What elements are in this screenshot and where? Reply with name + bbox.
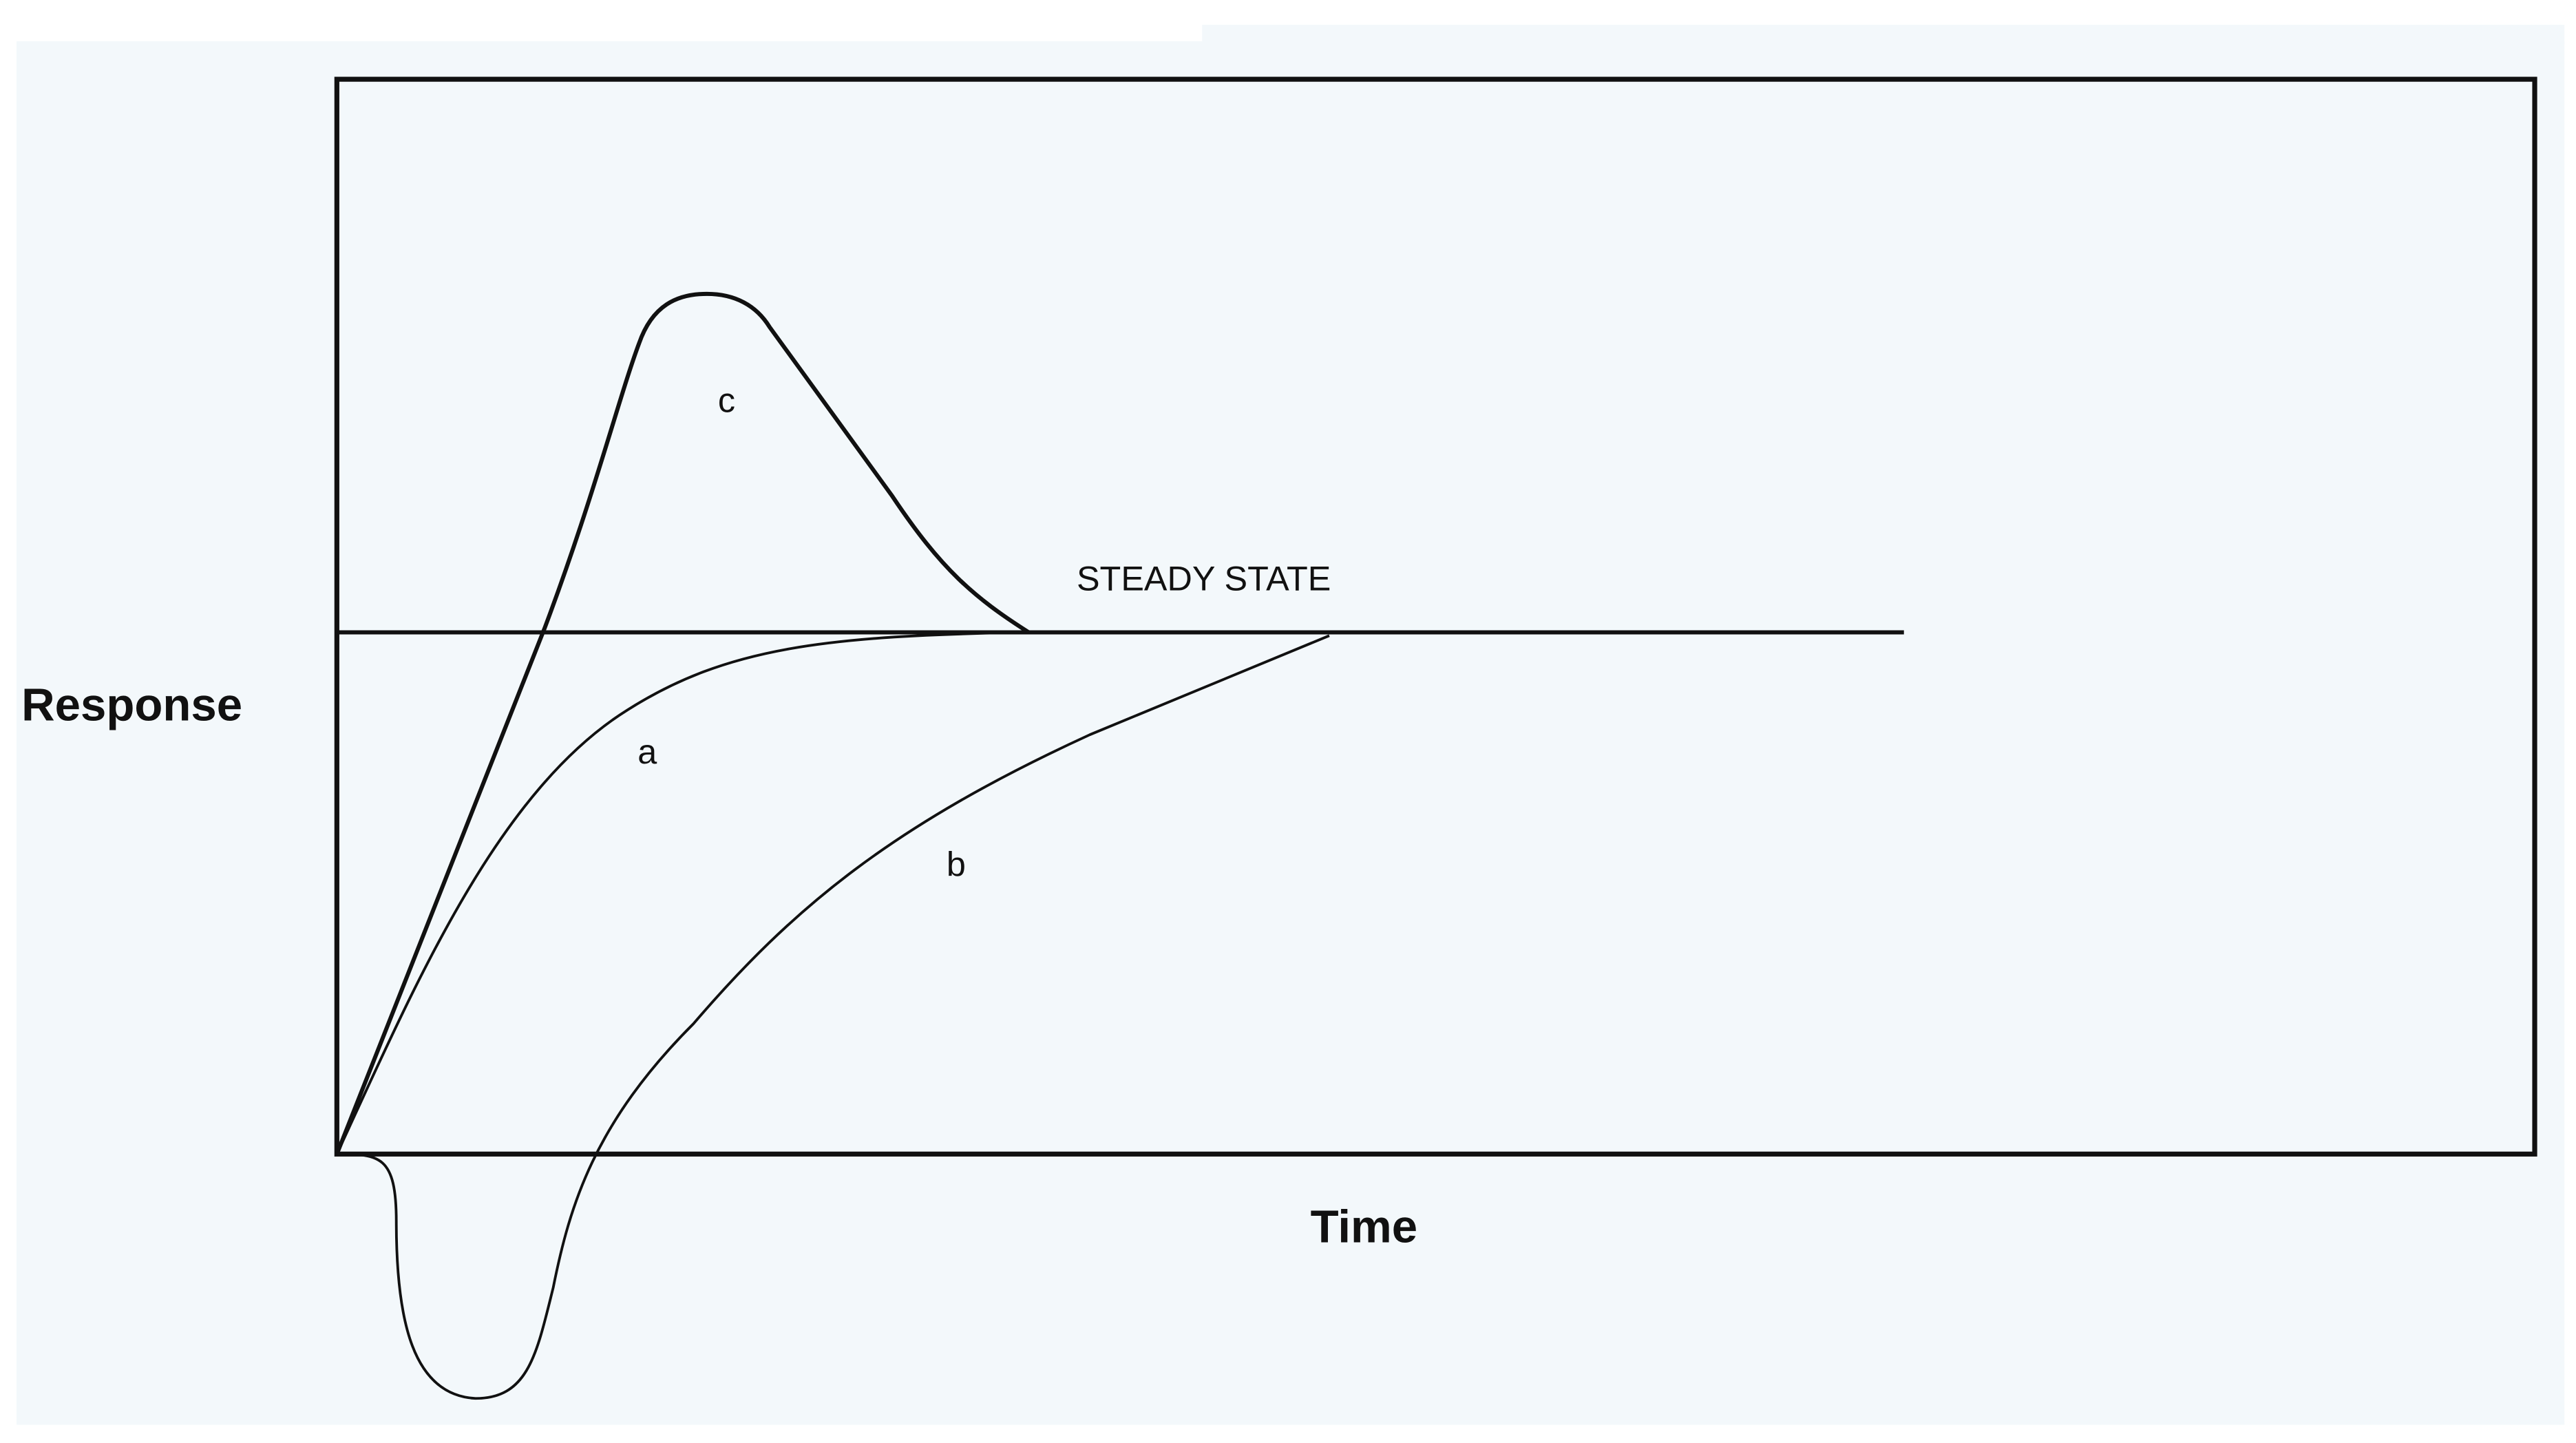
curve-label: c — [718, 380, 735, 419]
background-top — [1202, 24, 2565, 45]
curve-a — [335, 631, 1029, 1155]
curve-c — [335, 291, 1031, 1155]
x-axis-label: Time — [1311, 1201, 1418, 1252]
y-axis-label: Response — [21, 680, 242, 731]
curve-label: b — [947, 844, 966, 883]
curve-b — [337, 634, 1330, 1400]
plot-frame — [334, 76, 2537, 1157]
background — [16, 41, 2565, 1425]
curve-label: a — [637, 732, 657, 771]
steady-state-label: STEADY STATE — [1077, 558, 1331, 598]
